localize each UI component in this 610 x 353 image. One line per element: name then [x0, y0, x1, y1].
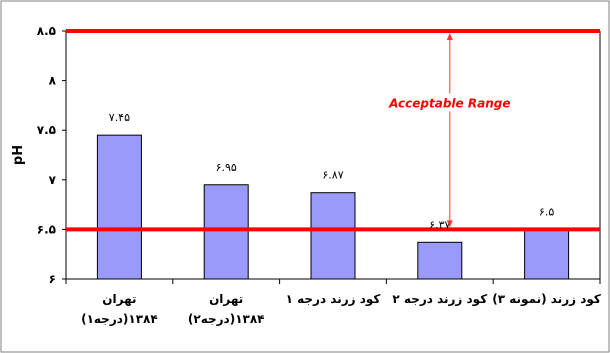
bar: [524, 228, 570, 280]
annotation-label: Acceptable Range: [388, 96, 510, 110]
bar: [310, 192, 356, 280]
data-label: ۶.۵: [539, 205, 554, 218]
y-tick-label: ۸.۵: [37, 24, 56, 38]
y-tick-label: ۷.۵: [37, 123, 56, 137]
bar: [203, 184, 249, 280]
bar: [417, 241, 463, 280]
data-label: ۶.۹۵: [216, 161, 237, 174]
category-label: ۱۳۸۴(درجه۱): [81, 312, 158, 326]
bars: [96, 134, 570, 280]
threshold-lines: [66, 29, 600, 232]
bar: [96, 134, 142, 280]
category-label: تهران: [102, 292, 136, 306]
data-labels: ۷.۴۵ ۶.۹۵ ۶.۸۷ ۶.۳۷ ۶.۵: [109, 111, 555, 231]
annotation: Acceptable Range: [385, 33, 514, 228]
category-label: کود زرند درجه ۱: [286, 292, 381, 307]
category-label: کود زرند (نمونه ۳): [492, 292, 601, 307]
y-axis-label: pH: [11, 145, 26, 165]
data-label: ۷.۴۵: [109, 111, 130, 124]
category-label: کود زرند درجه ۲: [392, 292, 487, 307]
category-label: ۱۳۸۴(درجه۲): [188, 312, 265, 326]
range-arrow-head-down: [446, 220, 453, 228]
y-tick-label: ۷: [49, 173, 57, 187]
category-labels: تهران ۱۳۸۴(درجه۱) تهران ۱۳۸۴(درجه۲) کود زرند…: [81, 292, 601, 326]
y-tick-label: ۶.۵: [37, 222, 56, 236]
data-label: ۶.۳۷: [429, 218, 450, 231]
annotation-background: [385, 93, 514, 112]
y-tick-label: ۶: [49, 272, 56, 286]
category-label: تهران: [209, 292, 243, 306]
range-arrow-head-up: [446, 33, 453, 40]
y-tick-label: ۸: [49, 74, 57, 88]
axes: ۶ ۶.۵ ۷ ۷.۵ ۸ ۸.۵ pH: [11, 24, 601, 286]
data-label: ۶.۸۷: [322, 169, 343, 182]
